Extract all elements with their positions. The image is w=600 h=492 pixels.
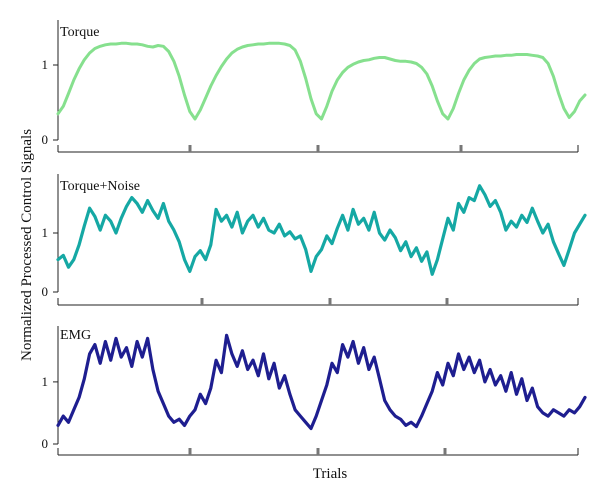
y-tick-label: 1 — [42, 225, 49, 240]
series-line-torque — [56, 41, 587, 121]
panel-title: Torque — [60, 25, 99, 40]
panel-title: EMG — [60, 328, 91, 343]
y-tick-label: 0 — [42, 436, 49, 451]
panel-torque-noise: Torque+Noise 0 1 — [42, 174, 587, 306]
series-line-emg — [56, 333, 587, 431]
panel-torque: Torque 0 1 — [42, 20, 587, 153]
series-line-torque-noise — [56, 184, 587, 276]
y-tick-label: 1 — [42, 374, 49, 389]
x-axis-title: Trials — [313, 466, 348, 482]
y-axis-title: Normalized Processed Control Signals — [19, 129, 35, 361]
y-tick-label: 1 — [42, 57, 49, 72]
y-tick-label: 0 — [42, 284, 49, 299]
y-tick-label: 0 — [42, 132, 49, 147]
panel-title: Torque+Noise — [60, 179, 140, 194]
panel-emg: EMG 0 1 — [42, 326, 587, 456]
